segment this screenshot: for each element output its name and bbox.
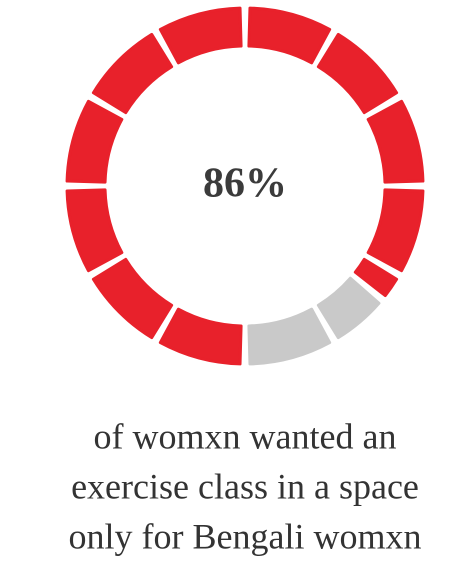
caption-line: exercise class in a space: [71, 466, 419, 506]
remainder-arc: [247, 276, 381, 366]
caption-line: of womxn wanted an: [94, 416, 397, 456]
caption-line: only for Bengali womxn: [69, 516, 422, 556]
value-arc: [65, 6, 425, 366]
value-label: 86%: [203, 161, 287, 207]
